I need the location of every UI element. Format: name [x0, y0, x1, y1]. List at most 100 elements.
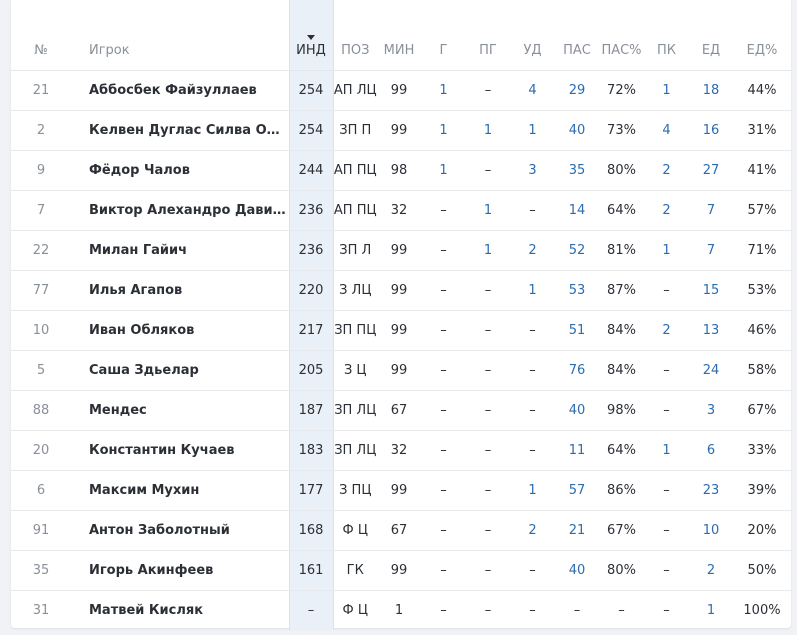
table-row[interactable]: 22 Милан Гайич 236 ЗП Л 99–1 2 52 81% 1 7 71% [11, 230, 791, 271]
player-duels[interactable]: 2 [689, 550, 733, 591]
player-name[interactable]: Игорь Акинфеев [71, 550, 289, 591]
player-number: 20 [11, 430, 71, 471]
player-name[interactable]: Виктор Алехандро Давила С… [71, 190, 289, 231]
player-duels[interactable]: 6 [689, 430, 733, 471]
player-shots[interactable]: 3 [510, 150, 555, 191]
player-passes[interactable]: 76 [555, 350, 599, 391]
player-duels[interactable]: 10 [689, 510, 733, 551]
player-key-passes[interactable]: 2 [644, 150, 689, 191]
player-passes[interactable]: 51 [555, 310, 599, 351]
player-duels[interactable]: 23 [689, 470, 733, 511]
player-passes[interactable]: 53 [555, 270, 599, 311]
column-header-player[interactable]: Игрок [71, 0, 289, 71]
player-name[interactable]: Аббосбек Файзуллаев [71, 70, 289, 111]
player-key-passes[interactable]: 2 [644, 190, 689, 231]
player-name[interactable]: Саша Здьелар [71, 350, 289, 391]
player-duels[interactable]: 18 [689, 70, 733, 111]
player-goals[interactable]: 1 [421, 110, 466, 151]
player-pass-accuracy: 81% [599, 230, 644, 271]
column-header-assists[interactable]: ПГ [466, 0, 510, 71]
player-shots[interactable]: 1 [510, 470, 555, 511]
table-row[interactable]: 21 Аббосбек Файзуллаев 254 АП ЛЦ 99 1–4 29 72% 1… [11, 70, 791, 111]
player-duels[interactable]: 27 [689, 150, 733, 191]
player-name[interactable]: Келвен Дуглас Силва Оливе… [71, 110, 289, 151]
table-row[interactable]: 91 Антон Заболотный 168 Ф Ц 67– –2 21 67% –10 20% [11, 510, 791, 551]
player-goals: – [421, 230, 466, 271]
player-passes[interactable]: 35 [555, 150, 599, 191]
player-name[interactable]: Иван Обляков [71, 310, 289, 351]
player-duels[interactable]: 1 [706, 602, 716, 618]
player-passes[interactable]: 57 [555, 470, 599, 511]
player-passes[interactable]: 21 [555, 510, 599, 551]
column-header-number[interactable]: № [11, 0, 71, 71]
column-header-shots[interactable]: УД [510, 0, 555, 71]
player-goals[interactable]: 1 [421, 70, 466, 111]
player-duels[interactable]: 24 [689, 350, 733, 391]
table-row[interactable]: 31 Матвей Кисляк – Ф Ц 1– – – – – –1 100% [11, 590, 791, 630]
column-header-index[interactable]: ИНД [288, 0, 334, 71]
player-passes[interactable]: 14 [555, 190, 599, 231]
table-row[interactable]: 6 Максим Мухин 177 З ПЦ 99– –1 57 86% –23 39% [11, 470, 791, 511]
player-key-passes[interactable]: 1 [644, 70, 689, 111]
player-minutes: 67 [377, 510, 421, 551]
player-shots: – [510, 430, 555, 471]
player-passes[interactable]: 40 [555, 110, 599, 151]
player-duels[interactable]: 3 [689, 390, 733, 431]
table-row[interactable]: 88 Мендес 187 ЗП ЛЦ 67– – –40 98% –3 67% [11, 390, 791, 431]
player-name[interactable]: Максим Мухин [71, 470, 289, 511]
player-assists: – [466, 470, 510, 511]
player-name[interactable]: Мендес [71, 390, 289, 431]
column-header-pass-accuracy[interactable]: ПАС% [599, 0, 644, 71]
player-shots[interactable]: 2 [510, 510, 555, 551]
player-assists[interactable]: 1 [466, 230, 510, 271]
player-shots: – [510, 390, 555, 431]
player-name[interactable]: Илья Агапов [71, 270, 289, 311]
column-header-duels-won-pct[interactable]: ЕД% [733, 0, 791, 71]
player-name[interactable]: Константин Кучаев [71, 430, 289, 471]
player-passes[interactable]: 11 [555, 430, 599, 471]
table-row[interactable]: 35 Игорь Акинфеев 161 ГК 99– – –40 80% –2 50% [11, 550, 791, 591]
player-key-passes[interactable]: 4 [644, 110, 689, 151]
player-duels[interactable]: 7 [689, 230, 733, 271]
column-header-key-passes[interactable]: ПК [644, 0, 689, 71]
column-header-passes[interactable]: ПАС [555, 0, 599, 71]
column-header-minutes[interactable]: МИН [377, 0, 421, 71]
player-assists[interactable]: 1 [466, 190, 510, 231]
player-shots[interactable]: 2 [510, 230, 555, 271]
player-shots[interactable]: 1 [510, 270, 555, 311]
player-shots[interactable]: 4 [510, 70, 555, 111]
player-passes[interactable]: 40 [555, 390, 599, 431]
player-passes[interactable]: 29 [555, 70, 599, 111]
column-header-position[interactable]: ПОЗ [333, 0, 377, 71]
player-duels-won-pct: 58% [733, 350, 791, 391]
player-goals[interactable]: 1 [421, 150, 466, 191]
table-row[interactable]: 20 Константин Кучаев 183 ЗП ЛЦ 32– – –11 64% 1 6 3… [11, 430, 791, 471]
player-key-passes[interactable]: 1 [644, 230, 689, 271]
player-pass-accuracy: 84% [599, 310, 644, 351]
column-header-duels[interactable]: ЕД [689, 0, 733, 71]
table-row[interactable]: 5 Саша Здьелар 205 З Ц 99– – –76 84% –24 58% [11, 350, 791, 391]
player-name[interactable]: Матвей Кисляк [89, 602, 204, 618]
column-header-goals[interactable]: Г [421, 0, 466, 71]
table-row[interactable]: 10 Иван Обляков 217 ЗП ПЦ 99– – –51 84% 2 13 46% [11, 310, 791, 351]
player-position: ЗП ЛЦ [333, 390, 377, 431]
player-shots[interactable]: 1 [510, 110, 555, 151]
player-minutes: 99 [377, 350, 421, 391]
table-row[interactable]: 9 Фёдор Чалов 244 АП ПЦ 98 1–3 35 80% 2 27 41% [11, 150, 791, 191]
player-passes[interactable]: 52 [555, 230, 599, 271]
player-duels[interactable]: 13 [689, 310, 733, 351]
player-duels[interactable]: 16 [689, 110, 733, 151]
player-assists[interactable]: 1 [466, 110, 510, 151]
player-name[interactable]: Милан Гайич [71, 230, 289, 271]
player-key-passes[interactable]: 2 [644, 310, 689, 351]
player-name[interactable]: Фёдор Чалов [71, 150, 289, 191]
player-assists: – [466, 70, 510, 111]
player-passes[interactable]: 40 [555, 550, 599, 591]
player-duels[interactable]: 15 [689, 270, 733, 311]
player-duels[interactable]: 7 [689, 190, 733, 231]
player-key-passes[interactable]: 1 [644, 430, 689, 471]
player-name[interactable]: Антон Заболотный [71, 510, 289, 551]
table-row[interactable]: 77 Илья Агапов 220 З ЛЦ 99– –1 53 87% –15 53% [11, 270, 791, 311]
